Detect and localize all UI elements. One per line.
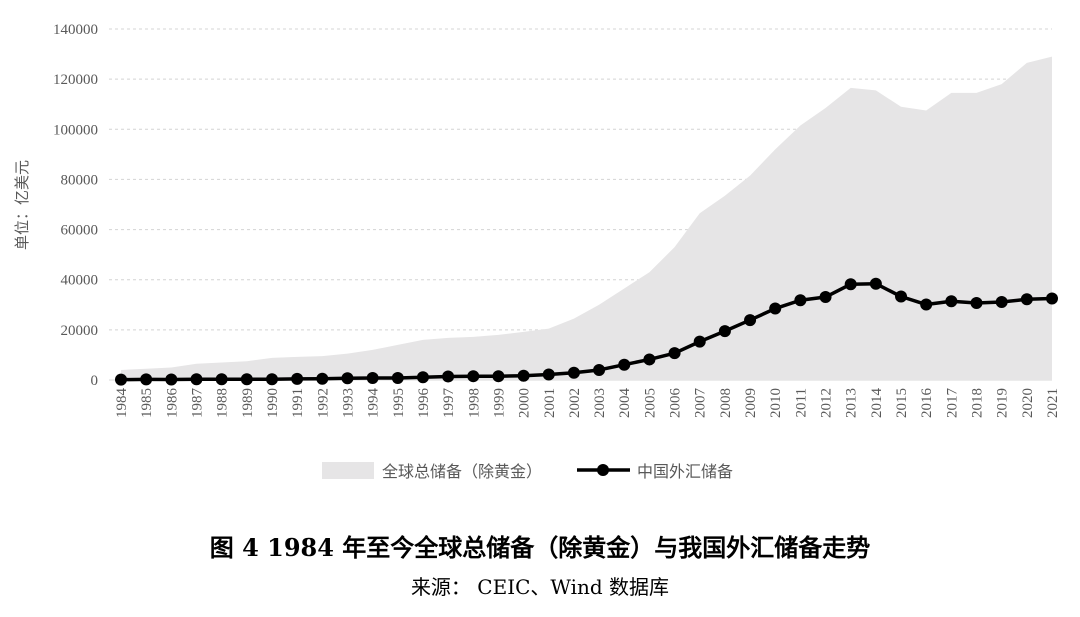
x-tick-label: 2012: [819, 388, 835, 418]
china-reserves-point: [618, 358, 631, 371]
x-tick-label: 2014: [869, 388, 885, 419]
legend-swatch-china-reserves-marker: [597, 464, 609, 476]
china-reserves-point: [920, 298, 933, 311]
x-tick-label: 2000: [517, 388, 533, 418]
china-reserves-point: [744, 314, 757, 327]
china-reserves-point: [492, 370, 505, 383]
china-reserves-point: [265, 373, 278, 386]
figure-caption-title: 图 4 1984 年至今全球总储备（除黄金）与我国外汇储备走势: [209, 533, 871, 562]
x-tick-label: 1991: [290, 388, 306, 418]
china-reserves-point: [140, 373, 153, 386]
china-reserves-point: [567, 366, 580, 379]
x-tick-label: 1995: [391, 388, 407, 418]
x-tick-label: 2020: [1020, 388, 1036, 418]
figure-caption-source: 来源： CEIC、Wind 数据库: [410, 575, 670, 599]
global-reserves-area: [121, 56, 1052, 380]
china-reserves-point: [995, 296, 1008, 309]
legend-swatch-global-reserves: [322, 462, 374, 479]
y-tick-label: 120000: [53, 72, 98, 88]
y-tick-label: 20000: [61, 323, 99, 339]
x-tick-label: 1986: [164, 388, 180, 419]
china-reserves-point: [366, 371, 379, 384]
china-reserves-point: [416, 371, 429, 384]
x-tick-label: 2006: [668, 388, 684, 419]
x-tick-label: 2002: [567, 388, 583, 418]
y-axis-ticks: 0 20000 40000 60000 80000 100000 120000 140000: [53, 22, 98, 389]
x-tick-label: 1985: [139, 388, 155, 418]
china-reserves-point: [769, 302, 782, 315]
x-tick-label: 2017: [944, 388, 960, 419]
china-reserves-point: [1046, 292, 1058, 305]
legend: 全球总储备（除黄金） 中国外汇储备: [322, 462, 733, 481]
x-tick-label: 1990: [265, 388, 281, 418]
china-reserves-point: [467, 370, 480, 383]
y-tick-label: 80000: [61, 172, 99, 188]
china-reserves-point: [341, 372, 354, 385]
x-tick-label: 2001: [542, 388, 558, 418]
china-reserves-point: [542, 368, 555, 381]
y-tick-label: 100000: [53, 122, 98, 138]
china-reserves-point: [869, 277, 882, 290]
china-reserves-point: [442, 370, 455, 383]
china-reserves-point: [391, 371, 404, 384]
x-tick-label: 2003: [592, 388, 608, 418]
x-tick-label: 2015: [894, 388, 910, 418]
global-reserves-area-layer: [121, 56, 1052, 380]
legend-label-china-reserves: 中国外汇储备: [637, 462, 733, 481]
y-tick-label: 40000: [61, 273, 99, 289]
china-reserves-point: [895, 290, 908, 303]
y-tick-label: 140000: [53, 22, 98, 38]
china-reserves-point: [240, 373, 253, 386]
x-tick-label: 2011: [793, 388, 809, 417]
china-reserves-point: [316, 372, 329, 385]
china-reserves-point: [165, 373, 178, 386]
china-reserves-point: [115, 373, 127, 386]
legend-label-global-reserves: 全球总储备（除黄金）: [382, 462, 542, 481]
china-reserves-point: [643, 353, 656, 366]
china-reserves-point: [593, 363, 606, 376]
x-tick-label: 1997: [441, 388, 457, 419]
x-tick-label: 2018: [970, 388, 986, 418]
x-tick-label: 1994: [366, 388, 382, 419]
x-tick-label: 2009: [743, 388, 759, 418]
x-tick-label: 2010: [768, 388, 784, 418]
x-tick-label: 1993: [340, 388, 356, 418]
x-tick-label: 2021: [1045, 388, 1061, 418]
china-reserves-point: [844, 278, 857, 291]
china-reserves-point: [1020, 293, 1033, 306]
x-tick-label: 2008: [718, 388, 734, 418]
china-reserves-point: [693, 335, 706, 348]
china-reserves-point: [794, 294, 807, 307]
china-reserves-line-layer: [115, 277, 1058, 386]
y-tick-label: 0: [91, 373, 99, 389]
china-reserves-point: [945, 295, 958, 308]
china-reserves-point: [668, 347, 681, 360]
x-tick-label: 2013: [844, 388, 860, 418]
x-tick-label: 1992: [315, 388, 331, 418]
x-axis-ticks: 1984 1985 1986 1987 1988 1989 1990 1991 1992 1993…: [114, 388, 1061, 419]
china-reserves-point: [517, 369, 530, 382]
x-tick-label: 2004: [617, 388, 633, 419]
china-reserves-point: [291, 372, 304, 385]
x-tick-label: 1989: [240, 388, 256, 418]
china-reserves-point: [970, 297, 983, 310]
china-reserves-point: [819, 291, 832, 304]
china-reserves-point: [190, 373, 203, 386]
x-tick-label: 1996: [416, 388, 432, 419]
x-tick-label: 2016: [919, 388, 935, 419]
x-tick-label: 1999: [491, 388, 507, 418]
chart: 020000400006000080000100000120000140000 …: [13, 22, 1061, 481]
x-tick-label: 1987: [189, 388, 205, 419]
china-reserves-point: [718, 325, 731, 338]
x-tick-label: 2005: [642, 388, 658, 418]
x-tick-label: 1998: [466, 388, 482, 418]
x-tick-label: 1988: [215, 388, 231, 418]
y-axis-label: 单位：亿美元: [13, 160, 31, 250]
x-tick-label: 1984: [114, 388, 130, 419]
y-tick-label: 60000: [61, 223, 99, 239]
x-tick-label: 2007: [693, 388, 709, 419]
china-reserves-point: [215, 373, 228, 386]
x-tick-label: 2019: [995, 388, 1011, 418]
